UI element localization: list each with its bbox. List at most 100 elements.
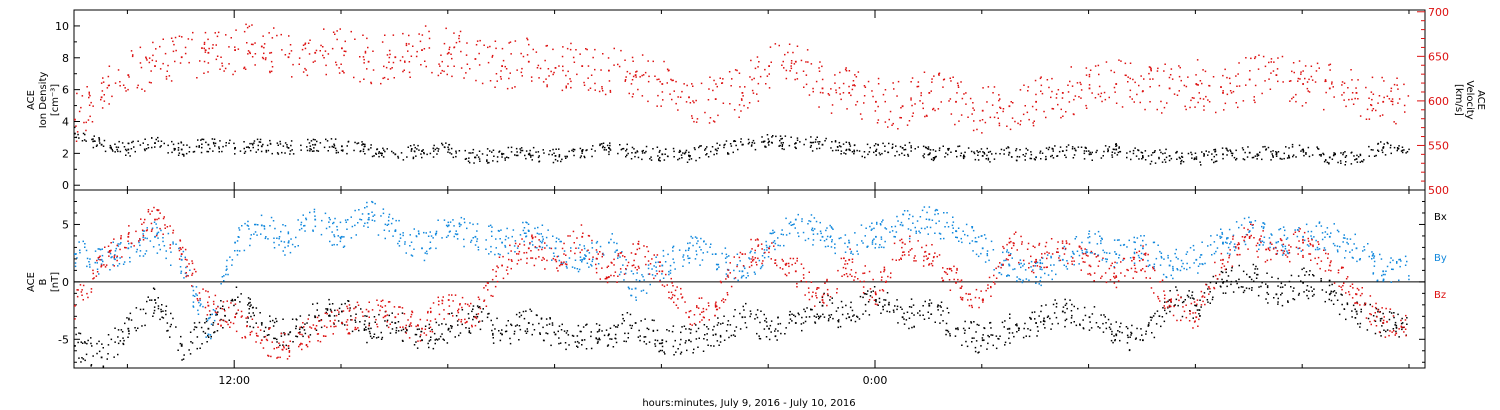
density-point: [891, 143, 894, 146]
velocity-point: [1088, 73, 1091, 76]
b-point-bx: [1293, 287, 1295, 289]
density-point: [1356, 161, 1359, 163]
velocity-point: [359, 80, 361, 83]
b-point-bx: [583, 339, 586, 341]
b-point-bx-anchor: [1088, 316, 1091, 319]
velocity-point: [1281, 55, 1284, 58]
velocity-point: [145, 56, 147, 58]
b-point-by: [659, 279, 661, 281]
b-point-bx: [204, 322, 206, 324]
b-point-by: [139, 244, 141, 247]
density-point: [92, 140, 94, 143]
b-point-bx: [1298, 292, 1300, 295]
b-point-bx: [1351, 310, 1353, 312]
b-point-by: [1220, 236, 1223, 238]
density-point: [429, 152, 432, 155]
density-point: [713, 153, 715, 156]
b-point-by: [470, 241, 472, 243]
velocity-point: [972, 102, 974, 104]
b-point-bx: [805, 316, 808, 318]
b-point-by: [547, 229, 549, 231]
b-point-bx: [882, 308, 884, 311]
b-point-bx: [513, 330, 516, 333]
density-point: [591, 155, 593, 158]
velocity-point: [800, 59, 803, 62]
b-point-bx: [1393, 316, 1395, 319]
b-point-by: [1006, 275, 1008, 277]
b-point-by: [1106, 258, 1108, 261]
b-point-by: [429, 231, 431, 233]
b-point-bx: [685, 328, 687, 330]
b-point-bx: [162, 310, 164, 312]
b-point-by: [1133, 236, 1135, 239]
velocity-point: [877, 119, 880, 121]
density-point: [415, 155, 417, 157]
density-point: [309, 148, 311, 150]
density-point: [234, 148, 236, 150]
density-point: [1039, 150, 1042, 152]
density-point: [504, 157, 506, 159]
b-point-bx: [759, 321, 761, 324]
velocity-point: [859, 113, 862, 115]
density-point: [251, 142, 253, 145]
b-point-by: [754, 252, 756, 254]
velocity-point: [1203, 105, 1205, 107]
b-point-bx: [395, 332, 397, 334]
velocity-point-anchor: [314, 51, 317, 54]
b-point-by: [746, 272, 749, 274]
b-point-bx: [839, 325, 842, 328]
b-point-bx: [419, 335, 421, 338]
b-point-bx: [598, 330, 600, 332]
b-point-by-anchor: [1061, 258, 1064, 261]
b-point-by: [588, 266, 590, 268]
b-point-by: [1215, 250, 1217, 253]
density-point: [750, 145, 753, 147]
velocity-point-anchor: [714, 98, 717, 100]
density-point: [75, 136, 78, 139]
density-point: [1259, 151, 1261, 154]
b-point-by-anchor: [981, 247, 984, 250]
b-point-by: [977, 236, 980, 238]
b-point-bx: [220, 300, 222, 302]
b-point-bx: [1083, 306, 1086, 309]
density-point: [751, 141, 753, 144]
b-point-by: [1233, 243, 1236, 245]
velocity-point: [696, 118, 699, 120]
density-point-anchor: [741, 143, 744, 146]
b-point-bx: [375, 337, 378, 339]
density-point: [747, 138, 750, 141]
b-point-bx: [472, 318, 474, 321]
b-point-bx: [314, 315, 316, 317]
b-point-by: [825, 229, 827, 232]
b-point-bx: [1266, 272, 1268, 274]
b-point-by: [860, 224, 863, 226]
velocity-point: [932, 107, 935, 110]
b-point-by: [514, 251, 516, 253]
b-point-by: [672, 246, 674, 249]
velocity-point: [363, 62, 365, 64]
density-point: [1333, 152, 1335, 154]
b-point-bx: [1008, 337, 1010, 340]
velocity-point: [1318, 67, 1320, 69]
b-point-by: [397, 242, 399, 245]
b-point-by: [674, 268, 676, 270]
density-point: [1051, 154, 1053, 157]
b-point-by: [748, 257, 750, 259]
velocity-point: [871, 90, 873, 92]
density-point: [1361, 160, 1363, 162]
b-point-by: [620, 271, 622, 273]
b-point-by: [526, 222, 528, 224]
b-point-bx: [838, 319, 840, 321]
b-point-bx: [117, 329, 120, 331]
b-point-by: [331, 231, 333, 233]
b-point-by-anchor: [314, 218, 317, 221]
b-point-by: [777, 244, 779, 247]
b-point-bx: [749, 315, 751, 318]
b-point-by: [273, 247, 276, 249]
velocity-point: [708, 88, 710, 90]
b-point-by: [758, 259, 761, 262]
velocity-point: [1085, 74, 1088, 76]
b-point-bx: [279, 344, 281, 347]
velocity-point: [630, 83, 633, 85]
density-point: [319, 142, 322, 144]
